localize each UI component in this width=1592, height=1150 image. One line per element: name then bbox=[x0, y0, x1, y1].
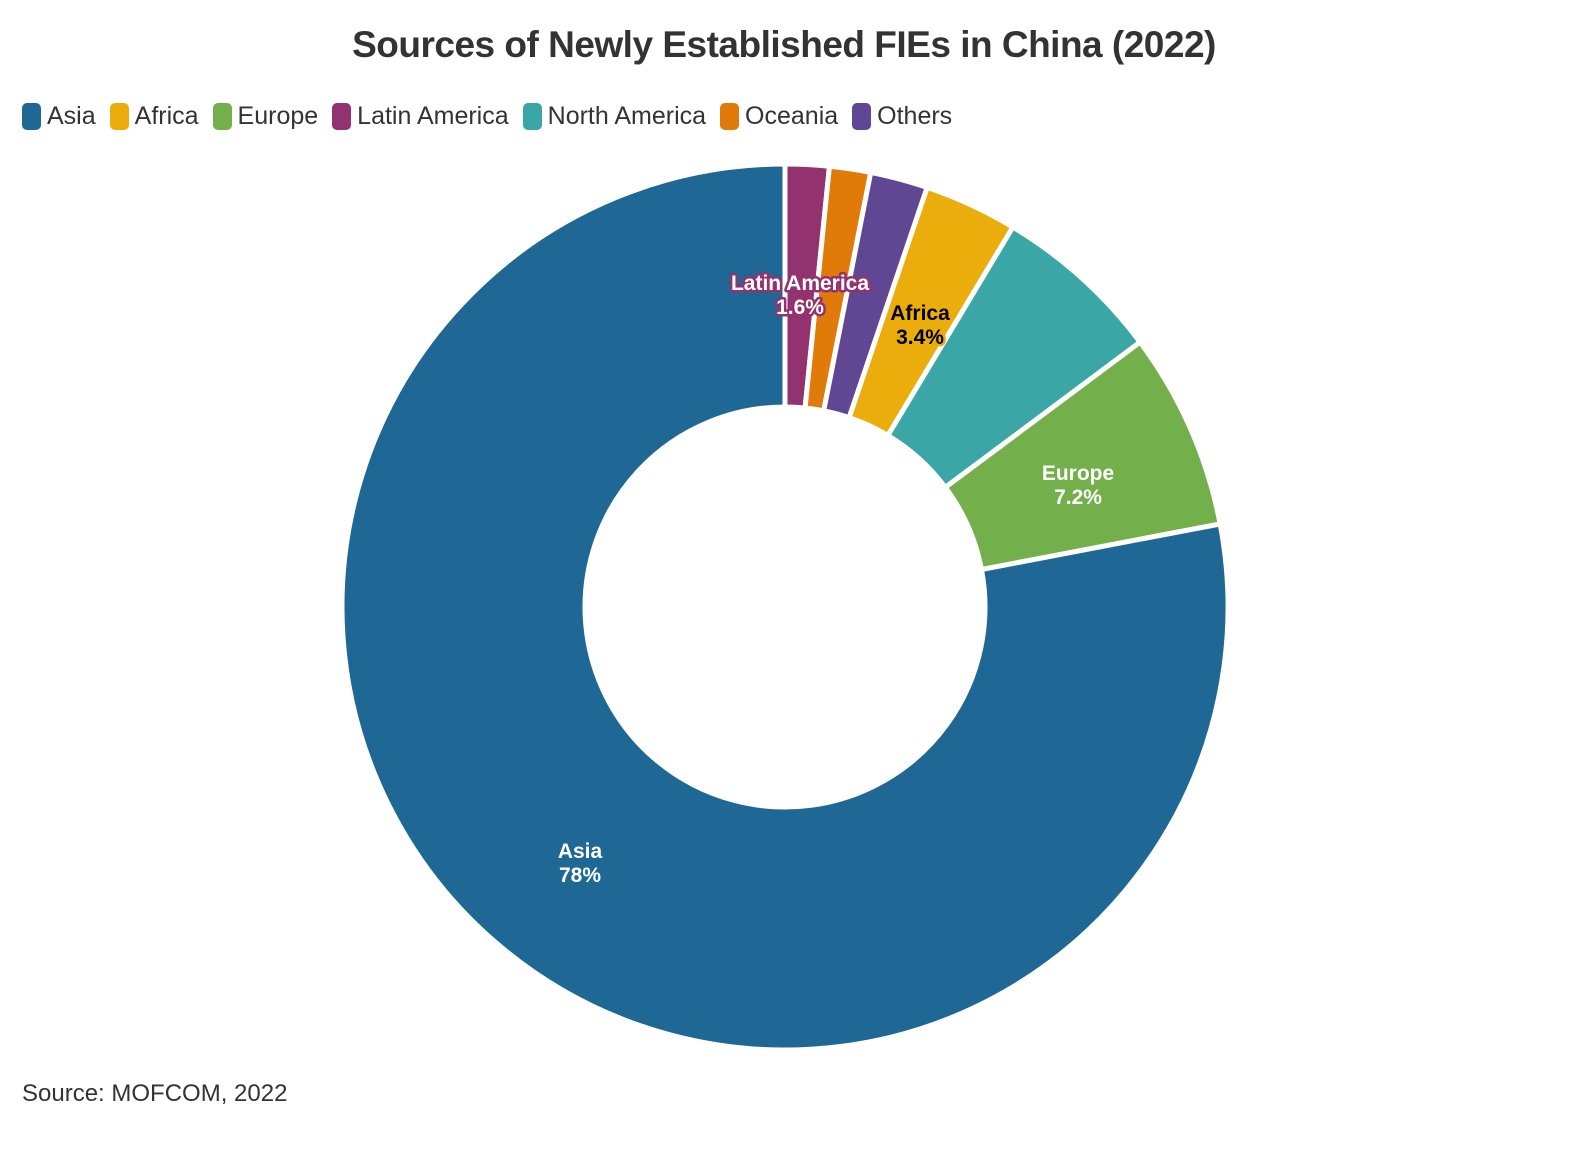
legend-item-oceania[interactable]: Oceania bbox=[720, 102, 838, 131]
legend-swatch-europe bbox=[212, 103, 232, 130]
legend-label: North America bbox=[547, 102, 707, 130]
slice-asia[interactable] bbox=[339, 161, 1231, 1053]
legend-item-others[interactable]: Others bbox=[852, 102, 952, 131]
legend-label: Africa bbox=[134, 102, 199, 130]
legend-item-asia[interactable]: Asia bbox=[22, 102, 96, 131]
legend: Asia Africa Europe Latin America North A… bbox=[22, 102, 966, 131]
data-label-europe: Europe bbox=[1042, 462, 1114, 485]
legend-item-africa[interactable]: Africa bbox=[109, 102, 199, 131]
data-label-asia: 78% bbox=[559, 864, 601, 887]
data-label-asia: Asia bbox=[558, 840, 603, 863]
legend-label: Others bbox=[877, 102, 953, 130]
data-label-latin-america: Latin America bbox=[731, 272, 869, 295]
legend-label: Oceania bbox=[745, 102, 839, 130]
legend-item-europe[interactable]: Europe bbox=[212, 102, 319, 131]
data-label-latin-america: 1.6% bbox=[776, 296, 824, 319]
legend-swatch-oceania bbox=[720, 103, 740, 130]
legend-item-latin-america[interactable]: Latin America bbox=[332, 102, 509, 131]
legend-swatch-latin-america bbox=[332, 103, 352, 130]
legend-swatch-north-america bbox=[522, 103, 542, 130]
legend-swatch-others bbox=[852, 103, 872, 130]
source-note: Source: MOFCOM, 2022 bbox=[22, 1080, 288, 1107]
legend-label: Latin America bbox=[357, 102, 509, 130]
data-label-africa: 3.4% bbox=[896, 326, 944, 349]
legend-swatch-asia bbox=[22, 103, 41, 130]
chart-title: Sources of Newly Established FIEs in Chi… bbox=[352, 24, 1216, 65]
legend-item-north-america[interactable]: North America bbox=[522, 102, 707, 131]
legend-swatch-africa bbox=[109, 103, 129, 130]
data-label-europe: 7.2% bbox=[1054, 486, 1102, 509]
data-label-africa: Africa bbox=[890, 302, 950, 325]
legend-label: Europe bbox=[237, 102, 319, 130]
legend-label: Asia bbox=[47, 102, 96, 130]
